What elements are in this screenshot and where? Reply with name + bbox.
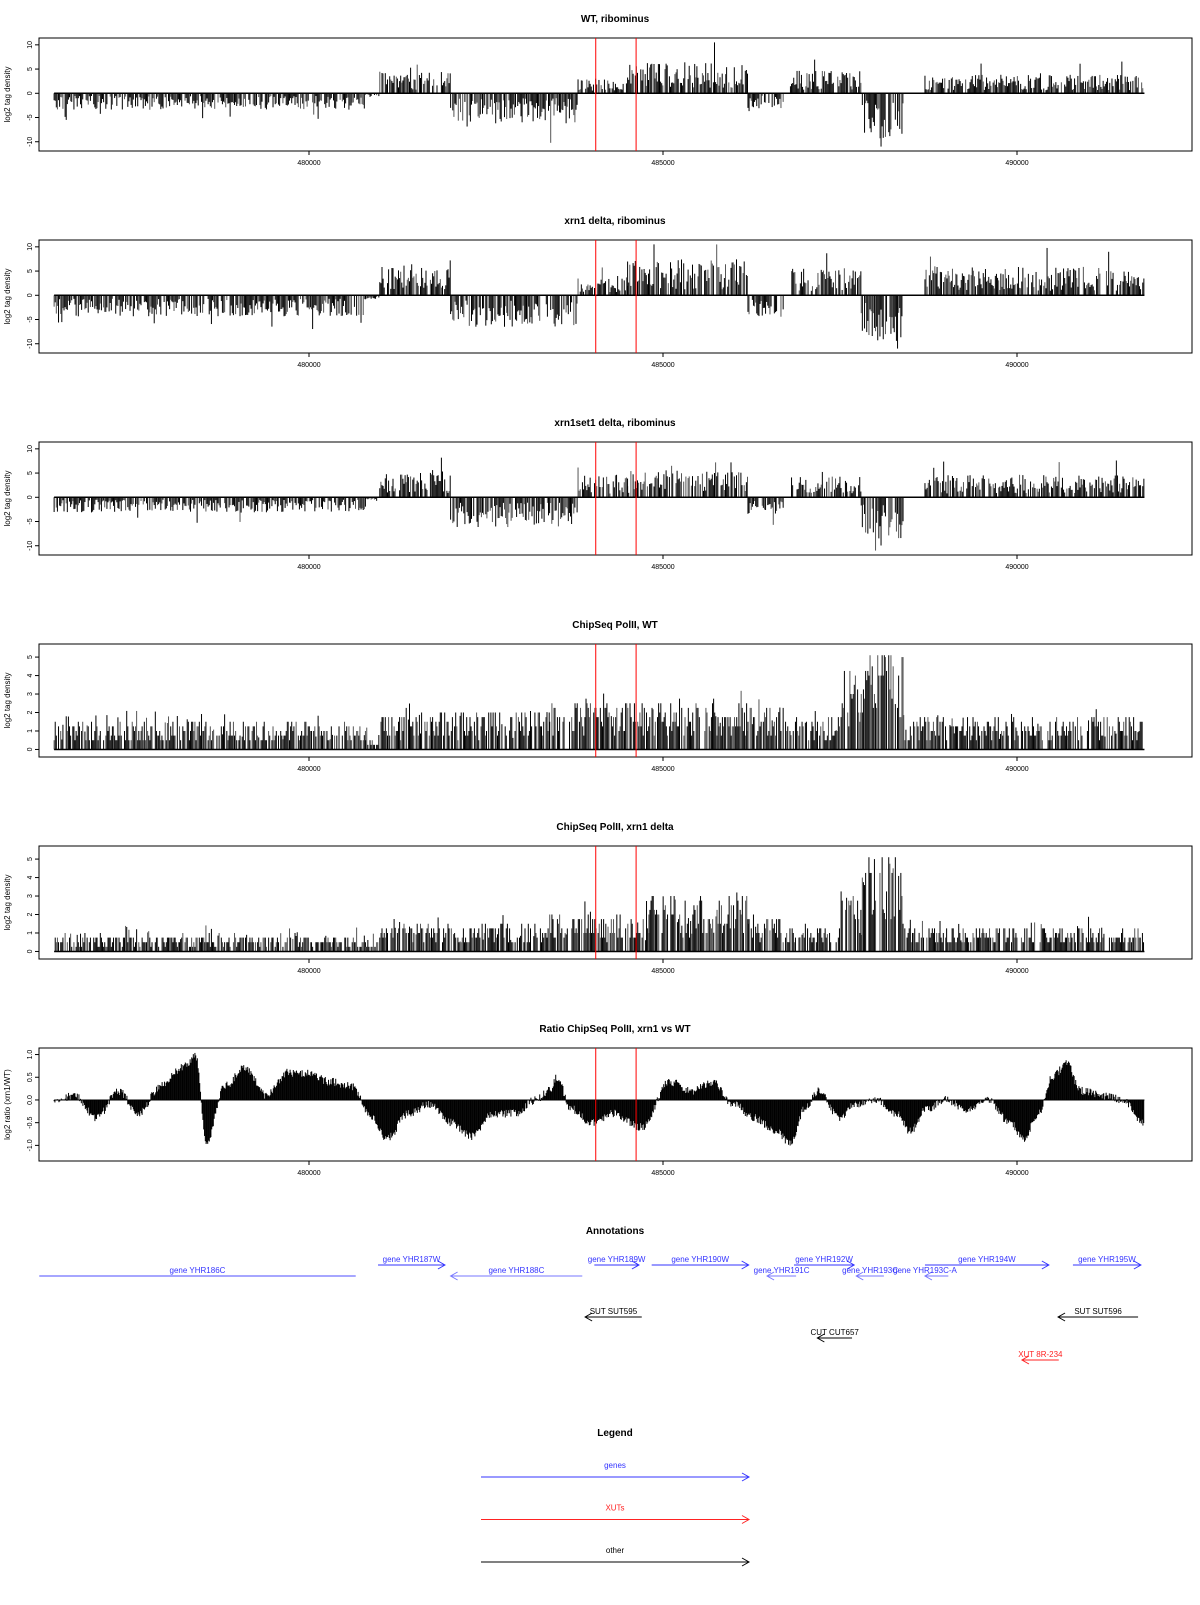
plot-frame [39,240,1192,353]
x-tick-label: 490000 [1005,362,1028,369]
x-tick-label: 480000 [297,564,320,571]
y-tick-label: 3 [27,894,34,898]
chart-title: xrn1 delta, ribominus [564,216,666,227]
x-tick-label: 490000 [1005,564,1028,571]
y-tick-label: 10 [27,445,34,453]
y-tick-label: 0 [27,495,34,499]
y-axis-label: log2 tag density [3,66,12,122]
chart-title: WT, ribominus [581,14,650,25]
y-tick-label: 5 [27,655,34,659]
y-tick-label: 0 [27,949,34,953]
y-tick-label: 5 [27,269,34,273]
x-tick-label: 490000 [1005,968,1028,975]
bars [54,655,1142,749]
x-tick-label: 490000 [1005,1170,1028,1177]
bars [54,244,1144,348]
y-tick-label: 5 [27,67,34,71]
x-tick-label: 480000 [297,1170,320,1177]
x-tick-label: 485000 [651,362,674,369]
plot-frame [39,442,1192,555]
bars [54,42,1143,146]
x-tick-label: 480000 [297,766,320,773]
y-tick-label: 0 [27,293,34,297]
y-tick-label: 0 [27,91,34,95]
chart-title: ChipSeq PolII, xrn1 delta [556,822,674,833]
y-axis-label: log2 tag density [3,268,12,324]
plot-frame [39,38,1192,151]
y-tick-label: -0.5 [27,1117,34,1129]
y-axis-label: log2 tag density [3,874,12,930]
y-tick-label: 5 [27,471,34,475]
chart-title: Ratio ChipSeq PolII, xrn1 vs WT [539,1024,690,1035]
y-tick-label: 10 [27,41,34,49]
y-tick-label: -5 [27,114,34,120]
y-tick-label: 10 [27,243,34,251]
y-tick-label: 1.0 [27,1050,34,1060]
x-tick-label: 485000 [651,160,674,167]
x-tick-label: 490000 [1005,766,1028,773]
y-tick-label: -5 [27,518,34,524]
chart-panel-3: ChipSeq PolII, WT 0 1 2 3 4 5 log2 tag density 4… [3,620,1192,773]
bars [54,458,1144,551]
y-tick-label: 0.5 [27,1072,34,1082]
y-tick-label: 4 [27,876,34,880]
chart-panel-2: xrn1set1 delta, ribominus -10 -5 0 5 10 log2 t… [3,418,1192,571]
y-tick-label: 1 [27,729,34,733]
y-tick-label: -10 [27,339,34,349]
y-axis-label: log2 ratio (xrn1/WT) [3,1069,12,1140]
chart-panel-0: WT, ribominus -10 -5 0 5 10 log2 tag density 48… [3,14,1192,167]
x-tick-label: 480000 [297,362,320,369]
y-tick-label: 3 [27,692,34,696]
y-tick-label: 0.0 [27,1095,34,1105]
y-tick-label: 0 [27,747,34,751]
x-tick-label: 490000 [1005,160,1028,167]
chart-panel-1: xrn1 delta, ribominus -10 -5 0 5 10 log2 tag d… [3,216,1192,369]
y-tick-label: -10 [27,137,34,147]
x-tick-label: 485000 [651,766,674,773]
y-tick-label: -5 [27,316,34,322]
chart-title: ChipSeq PolII, WT [572,620,658,631]
x-tick-label: 485000 [651,1170,674,1177]
y-tick-label: -10 [27,541,34,551]
bars [54,1053,1144,1146]
y-axis-label: log2 tag density [3,672,12,728]
chart-title: xrn1set1 delta, ribominus [554,418,676,429]
x-tick-label: 485000 [651,564,674,571]
y-tick-label: 5 [27,857,34,861]
y-axis-label: log2 tag density [3,470,12,526]
y-tick-label: 1 [27,931,34,935]
x-tick-label: 485000 [651,968,674,975]
bars [55,857,1143,951]
y-tick-label: 2 [27,912,34,916]
y-tick-label: -1.0 [27,1139,34,1151]
y-tick-label: 2 [27,710,34,714]
y-tick-label: 4 [27,674,34,678]
x-tick-label: 480000 [297,160,320,167]
chart-panel-4: ChipSeq PolII, xrn1 delta 0 1 2 3 4 5 log2 tag … [3,822,1192,975]
plot-frame [39,846,1192,959]
x-tick-label: 480000 [297,968,320,975]
chart-panel-5: Ratio ChipSeq PolII, xrn1 vs WT -1.0 -0.5 0… [3,1024,1192,1177]
